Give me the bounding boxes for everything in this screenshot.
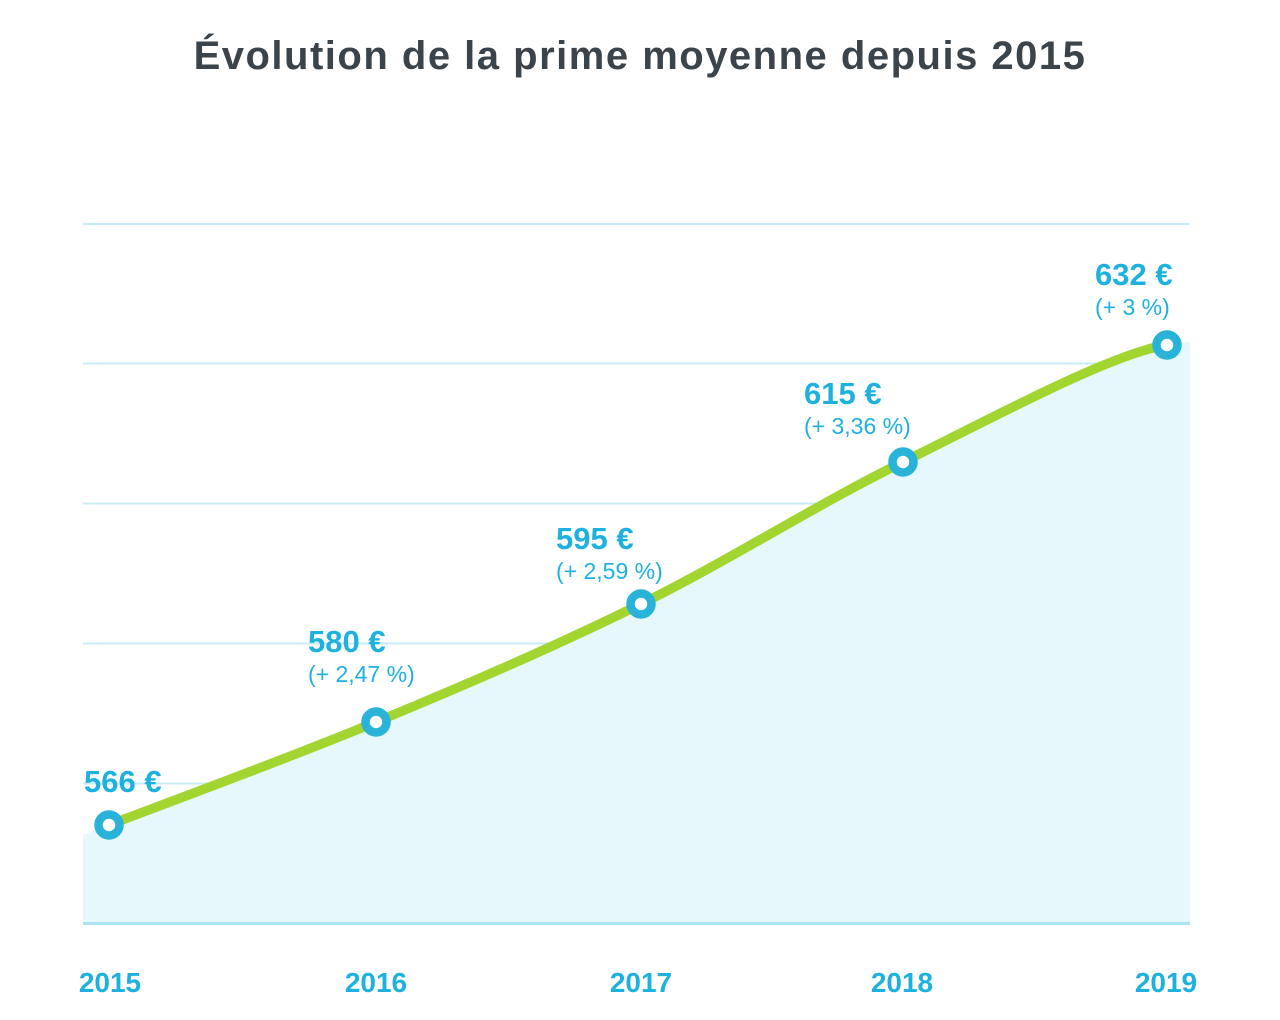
point-value: 632 € <box>1095 257 1173 292</box>
point-change: (+ 3 %) <box>1095 294 1170 320</box>
point-value: 615 € <box>804 376 882 411</box>
data-point-marker-2017 <box>626 589 656 619</box>
area-fill <box>83 342 1190 922</box>
point-label-2016: 580 € (+ 2,47 %) <box>308 624 415 688</box>
axis-label-2018: 2018 <box>870 967 934 998</box>
data-point-marker-2015 <box>94 810 124 840</box>
chart-title: Évolution de la prime moyenne depuis 201… <box>193 34 1087 78</box>
point-label-2019: 632 € (+ 3 %) <box>1095 257 1173 321</box>
axis-label-2017: 2017 <box>609 967 673 998</box>
data-point-marker-2018 <box>888 447 918 477</box>
point-value: 595 € <box>556 521 634 556</box>
point-label-2015: 566 € <box>84 765 162 799</box>
point-label-2017: 595 € (+ 2,59 %) <box>556 521 663 585</box>
point-change: (+ 2,47 %) <box>308 661 415 687</box>
data-point-marker-2016 <box>361 707 391 737</box>
axis-label-2015: 2015 <box>78 967 142 998</box>
axis-label-2016: 2016 <box>344 967 408 998</box>
point-change: (+ 2,59 %) <box>556 558 663 584</box>
data-point-marker-2019 <box>1152 330 1182 360</box>
point-value: 580 € <box>308 624 386 659</box>
point-change: (+ 3,36 %) <box>804 413 911 439</box>
point-value: 566 € <box>84 764 162 799</box>
point-label-2018: 615 € (+ 3,36 %) <box>804 376 911 440</box>
data-point-markers <box>94 330 1182 840</box>
axis-label-2019: 2019 <box>1134 967 1198 998</box>
